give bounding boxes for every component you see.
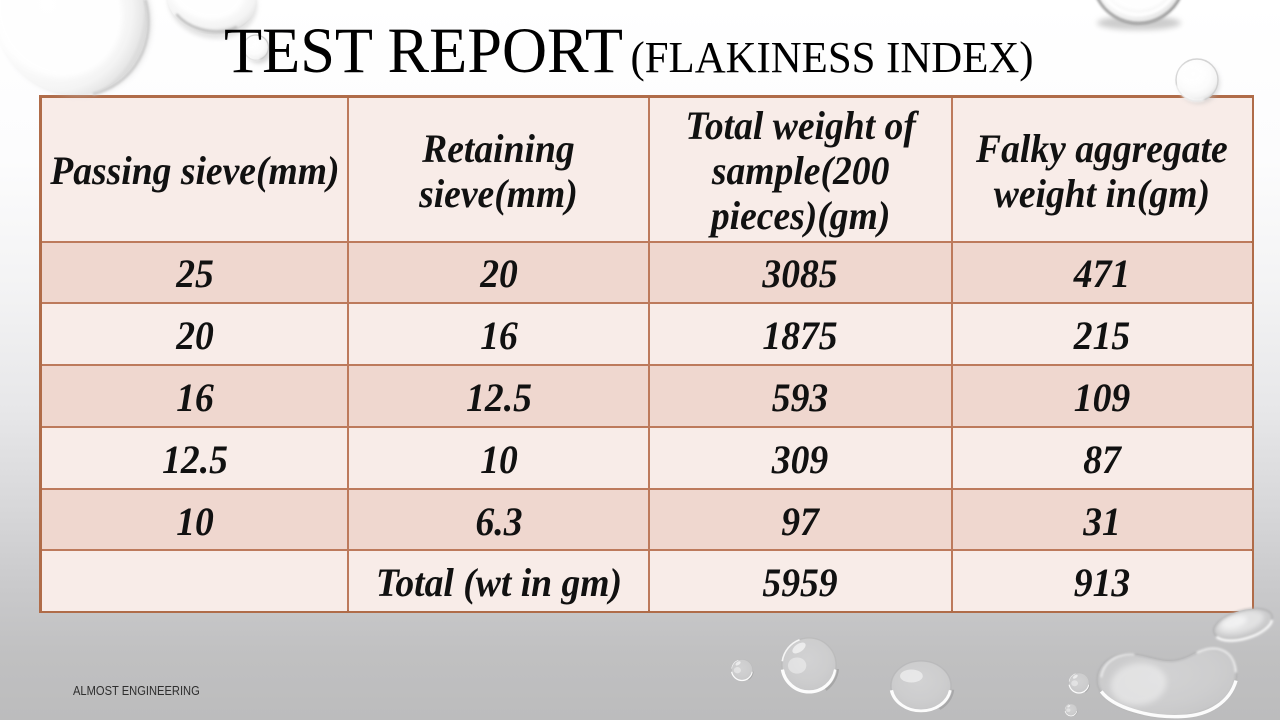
svg-text:(FLAKINESS INDEX): (FLAKINESS INDEX): [631, 33, 1034, 82]
svg-text:TEST REPORT: TEST REPORT: [224, 15, 623, 86]
